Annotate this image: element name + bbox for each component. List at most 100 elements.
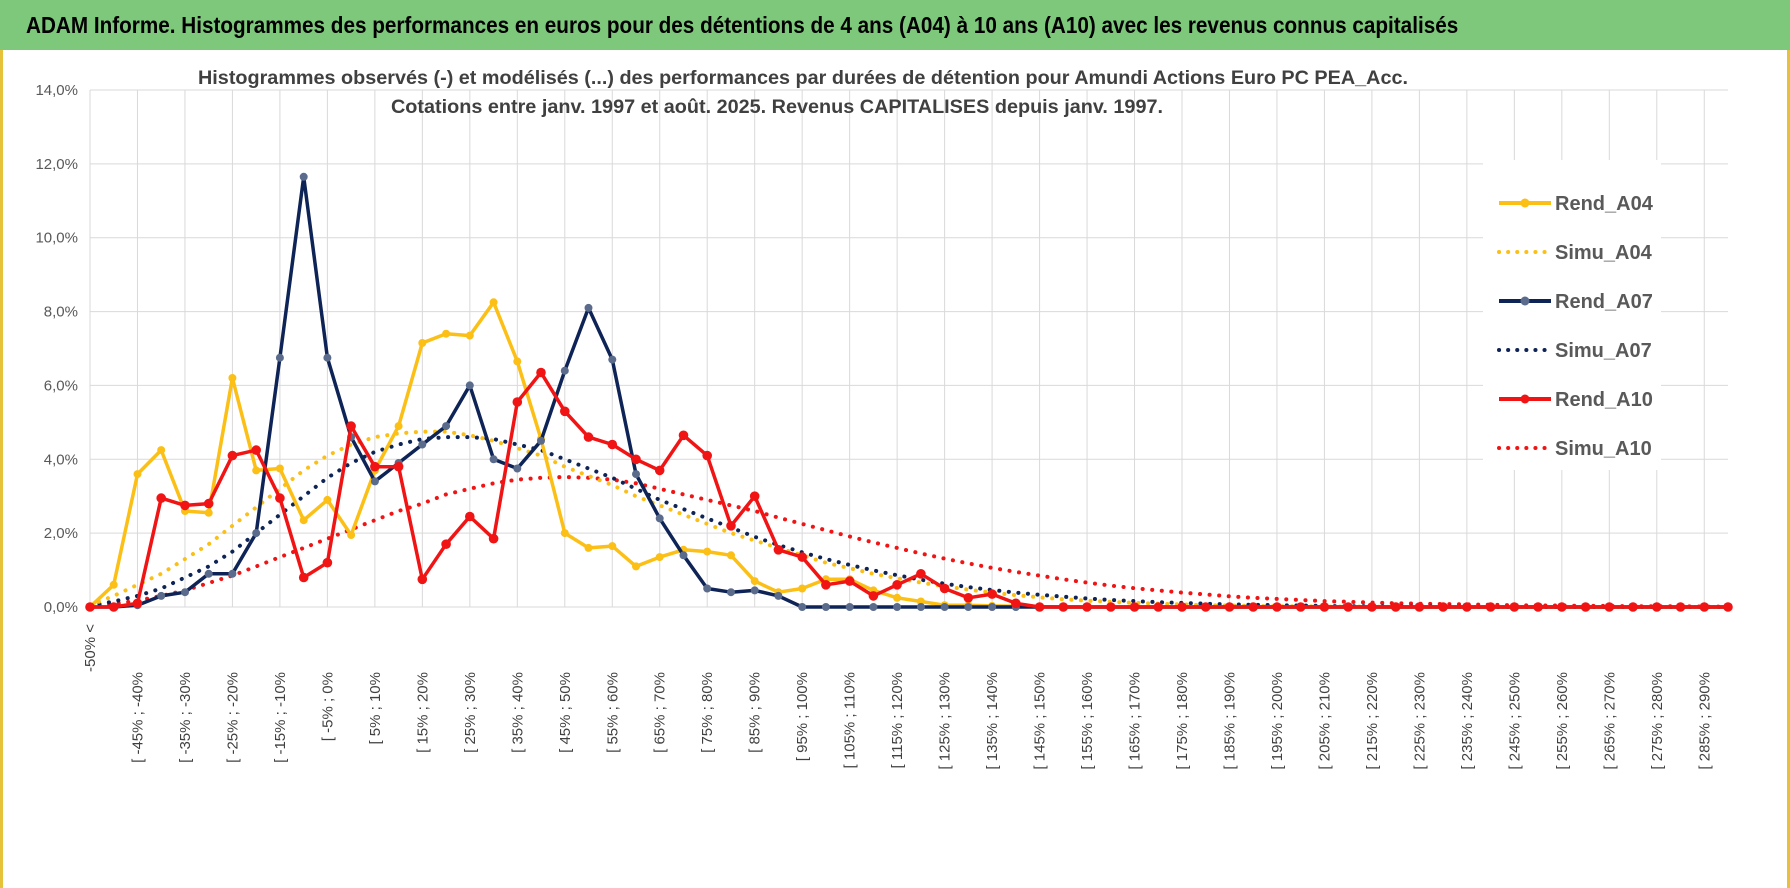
data-point [394, 422, 403, 431]
data-point [1034, 602, 1045, 612]
data-point [465, 381, 474, 390]
data-point [181, 588, 189, 597]
data-point [703, 547, 712, 556]
data-point [1224, 602, 1235, 612]
data-point [370, 461, 380, 472]
data-point [488, 533, 499, 544]
chart-title-line-2: Cotations entre janv. 1997 et août. 2025… [391, 97, 1163, 118]
data-point [157, 446, 166, 455]
legend-label: Rend_A07 [1555, 291, 1653, 313]
x-tick-label: [ 95% ; 100% [794, 672, 811, 761]
data-point [774, 591, 783, 600]
y-tick-label: 8,0% [44, 304, 78, 321]
series-lines [85, 172, 1733, 612]
data-point [987, 589, 997, 599]
series-line-rend-a07 [90, 175, 1728, 609]
x-tick-label: [ 45% ; 50% [557, 672, 574, 753]
data-point [560, 529, 569, 538]
data-point [1723, 602, 1733, 612]
histogram-chart: Histogrammes observés (-) et modélisés (… [35, 68, 1733, 770]
x-tick-label: [ 85% ; 90% [747, 672, 764, 753]
legend-label: Rend_A04 [1555, 193, 1654, 215]
x-tick-label: [ 65% ; 70% [652, 672, 669, 753]
data-point [418, 440, 427, 449]
x-tick-label: [ 165% ; 170% [1127, 672, 1144, 770]
data-point [797, 552, 807, 562]
legend-label: Simu_A10 [1555, 438, 1652, 460]
data-point [560, 366, 569, 375]
legend: Rend_A04 Simu_A04 Rend_A07 Simu_A07 Rend_A10… [1483, 160, 1661, 470]
data-point [252, 466, 261, 475]
series-line-rend-a04 [88, 300, 1728, 609]
x-tick-label: [ 285% ; 290% [1696, 672, 1713, 770]
x-tick-label: [ 135% ; 140% [984, 672, 1001, 770]
data-point [251, 445, 261, 455]
data-point [1082, 602, 1092, 612]
legend-item-simu-a10: Simu_A10 [1497, 438, 1652, 460]
data-point [489, 298, 498, 307]
chart-title-line-1: Histogrammes observés (-) et modélisés (… [198, 68, 1408, 89]
data-point [798, 603, 807, 611]
x-tick-label: [ -45% ; -40% [129, 672, 146, 763]
data-point [916, 597, 925, 606]
data-point [1462, 602, 1472, 612]
data-point [1153, 602, 1164, 612]
x-tick-label: [ 55% ; 60% [604, 672, 621, 753]
data-point [347, 531, 356, 539]
legend-label: Simu_A04 [1555, 242, 1653, 264]
data-point [821, 603, 830, 611]
legend-marker [1520, 296, 1530, 306]
data-point [370, 477, 379, 486]
data-point [654, 465, 665, 476]
data-point [632, 562, 640, 571]
data-point [727, 551, 735, 560]
y-tick-label: 0,0% [44, 599, 78, 616]
data-point [1628, 602, 1638, 612]
data-point [869, 603, 878, 611]
data-point [1604, 602, 1615, 612]
data-point [1699, 602, 1710, 612]
legend-box [1483, 160, 1661, 470]
data-point [703, 584, 712, 593]
data-point [133, 470, 142, 479]
data-point [940, 603, 949, 611]
data-point [939, 583, 950, 594]
x-tick-label: [ -35% ; -30% [177, 672, 194, 763]
x-tick-label: [ -25% ; -20% [224, 672, 241, 763]
data-point [1438, 602, 1448, 612]
data-point [204, 508, 213, 517]
legend-item-simu-a07: Simu_A07 [1497, 340, 1652, 362]
y-tick-label: 6,0% [44, 377, 78, 394]
data-point [655, 514, 664, 523]
data-point [157, 591, 166, 600]
chart-frame: Histogrammes observés (-) et modélisés (… [0, 50, 1790, 888]
x-tick-label: [ 185% ; 190% [1221, 672, 1238, 770]
y-axis-ticks: 0,0% 2,0% 4,0% 6,0% 8,0% 10,0% 12,0% 14,0% [35, 82, 78, 616]
data-point [228, 374, 237, 382]
series-simu-a10 [88, 474, 1730, 609]
legend-label: Rend_A10 [1555, 389, 1653, 411]
data-point [298, 572, 309, 583]
data-point [441, 539, 451, 549]
data-point [465, 331, 474, 340]
data-point [607, 439, 618, 450]
data-point [655, 553, 664, 562]
x-tick-label: [ 195% ; 200% [1269, 672, 1286, 770]
header-banner: ADAM Informe. Histogrammes des performan… [0, 0, 1790, 50]
data-point [536, 367, 546, 378]
data-point [1414, 602, 1425, 612]
data-point [227, 450, 238, 461]
data-point [489, 455, 498, 464]
x-tick-label: [ 205% ; 210% [1316, 672, 1333, 770]
data-point [418, 339, 427, 347]
series-line-simu-a10 [88, 474, 1730, 609]
data-point [108, 602, 119, 612]
data-point [346, 421, 356, 431]
x-tick-label: -50% < [82, 624, 99, 672]
data-point [632, 470, 640, 479]
legend-item-simu-a04: Simu_A04 [1497, 242, 1653, 264]
data-point [1652, 602, 1662, 612]
data-point [749, 491, 760, 502]
data-point [893, 593, 902, 602]
data-point [275, 353, 284, 362]
